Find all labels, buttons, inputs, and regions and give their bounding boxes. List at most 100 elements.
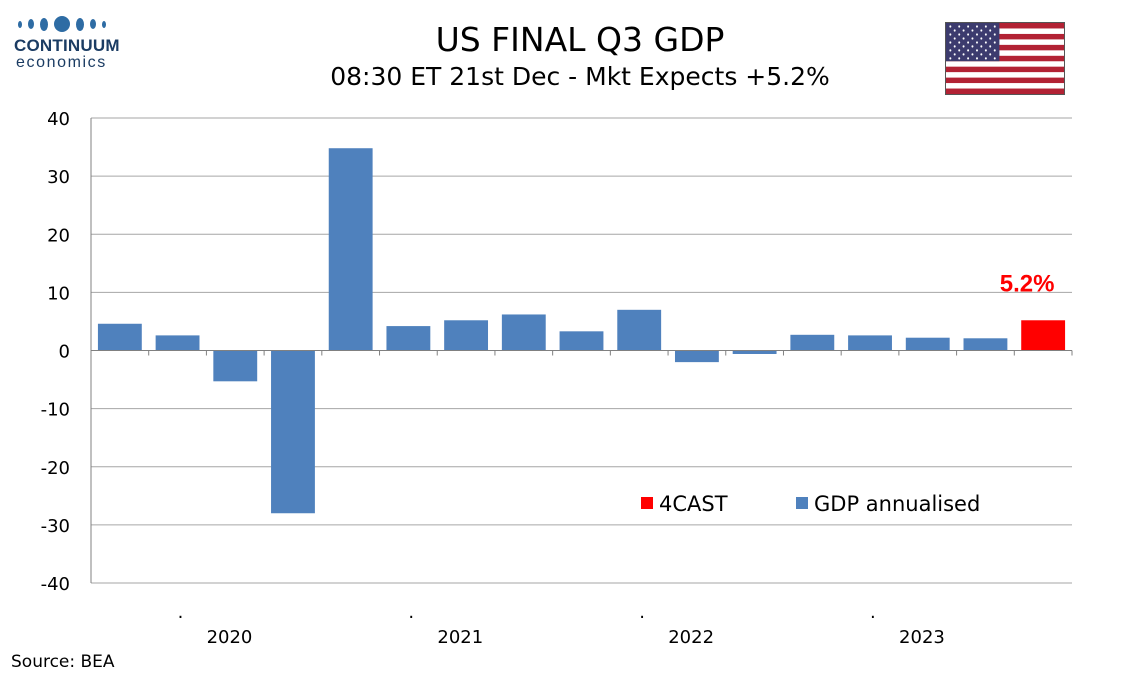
flag-star	[958, 33, 961, 36]
flag-star	[953, 29, 956, 32]
flag-star	[949, 49, 952, 52]
x-separator-mark: .	[639, 602, 645, 623]
flag-star	[975, 33, 978, 36]
legend-swatch-4cast	[641, 497, 653, 509]
flag-star	[989, 37, 992, 40]
y-tick-label: -30	[41, 516, 70, 537]
flag-star	[967, 57, 970, 60]
flag-star	[967, 41, 970, 44]
flag-star	[962, 29, 965, 32]
x-year-label: 2021	[437, 627, 483, 648]
flag-star	[984, 49, 987, 52]
gdp-bar	[501, 314, 546, 351]
legend-swatch-gdp	[796, 497, 808, 509]
flag-star	[989, 45, 992, 48]
flag-star	[975, 57, 978, 60]
gdp-bar	[905, 337, 950, 351]
gdp-bar	[328, 148, 373, 351]
gdp-bar	[271, 350, 315, 514]
flag-star	[971, 29, 974, 32]
flag-star	[958, 57, 961, 60]
y-tick-label: -20	[41, 458, 70, 479]
flag-star	[962, 45, 965, 48]
axes	[90, 118, 1073, 583]
chart-subtitle: 08:30 ET 21st Dec - Mkt Expects +5.2%	[330, 62, 830, 91]
flag-star	[971, 37, 974, 40]
flag-star	[949, 41, 952, 44]
flag-star	[993, 33, 996, 36]
flag-star	[975, 25, 978, 28]
legend-label-gdp: GDP annualised	[814, 492, 980, 516]
legend-label-4cast: 4CAST	[659, 492, 728, 516]
y-tick-label: 40	[47, 109, 70, 130]
flag-star	[958, 49, 961, 52]
y-tick-label: 10	[47, 283, 70, 304]
bars	[97, 148, 1066, 514]
flag-star	[980, 29, 983, 32]
chart-title: US FINAL Q3 GDP	[435, 20, 725, 59]
logo-dots	[18, 14, 144, 34]
y-tick-label: 0	[59, 342, 70, 363]
flag-star	[949, 25, 952, 28]
logo-word-continuum: CONTINUUM	[14, 36, 120, 55]
continuum-economics-logo: CONTINUUM economics	[14, 14, 144, 78]
flag-star	[949, 33, 952, 36]
flag-star	[993, 57, 996, 60]
flag-star	[949, 57, 952, 60]
flag-star	[958, 41, 961, 44]
flag-star	[953, 53, 956, 56]
flag-star	[993, 25, 996, 28]
gdp-bar	[732, 350, 777, 354]
gdp-bar	[617, 309, 662, 351]
x-separator-mark: .	[408, 602, 414, 623]
y-tick-label: -10	[41, 400, 70, 421]
flag-star	[967, 49, 970, 52]
flag-star	[984, 33, 987, 36]
flag-star	[967, 33, 970, 36]
gdp-bar	[963, 338, 1008, 351]
flag-star	[958, 25, 961, 28]
legend: 4CAST GDP annualised	[641, 492, 980, 516]
flag-star	[989, 29, 992, 32]
gdp-bar	[97, 323, 142, 351]
gdp-bar	[386, 326, 431, 351]
flag-star	[971, 53, 974, 56]
source-note: Source: BEA	[11, 652, 115, 672]
gdp-bar	[848, 335, 892, 351]
flag-star	[984, 57, 987, 60]
gdp-bar	[790, 334, 835, 351]
axis-labels: 40 30 20 10 0 -10 -20 -30 -40 5.2% 2020 2021 2022 202…	[41, 109, 1055, 648]
flag-star	[953, 37, 956, 40]
x-separator-mark: .	[178, 602, 184, 623]
forecast-bar	[1021, 320, 1066, 351]
y-tick-label: 30	[47, 167, 70, 188]
forecast-value-label: 5.2%	[1000, 270, 1055, 297]
flag-star	[967, 25, 970, 28]
flag-star	[993, 49, 996, 52]
flag-star	[989, 53, 992, 56]
flag-star	[962, 53, 965, 56]
flag-star	[971, 45, 974, 48]
flag-star	[980, 45, 983, 48]
gdp-bar	[559, 331, 604, 351]
x-year-label: 2022	[668, 627, 714, 648]
flag-star	[975, 41, 978, 44]
gdp-bar	[444, 320, 489, 351]
gdp-bar	[213, 350, 258, 382]
flag-star	[980, 37, 983, 40]
flag-star	[980, 53, 983, 56]
us-flag-icon	[945, 22, 1065, 95]
logo-word-economics: economics	[16, 54, 107, 71]
flag-star	[984, 41, 987, 44]
y-tick-label: 20	[47, 225, 70, 246]
flag-star	[993, 41, 996, 44]
x-year-label: 2023	[899, 627, 945, 648]
x-separator-mark: .	[870, 602, 876, 623]
x-year-label: 2020	[207, 627, 253, 648]
flag-star	[984, 25, 987, 28]
flag-star	[975, 49, 978, 52]
gdp-bar	[155, 335, 200, 351]
flag-star	[953, 45, 956, 48]
y-tick-label: -40	[41, 574, 70, 595]
